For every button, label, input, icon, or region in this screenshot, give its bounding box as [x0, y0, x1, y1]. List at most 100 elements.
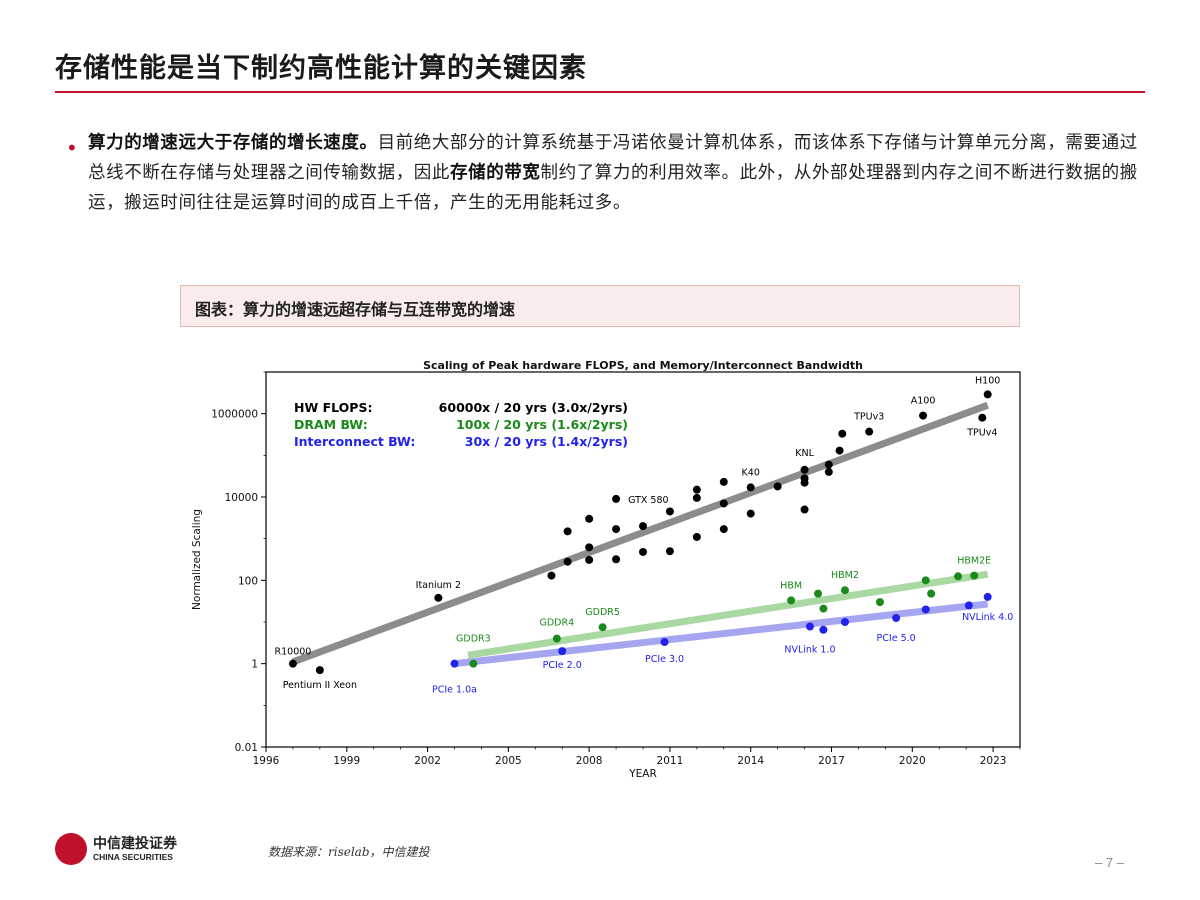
x-tick-label: 2008 [576, 755, 603, 767]
logo-name-en: CHINA SECURITIES [93, 852, 173, 862]
point-label: NVLink 1.0 [784, 644, 835, 655]
point-hw-flops [719, 499, 728, 508]
point-hw-flops [665, 507, 674, 516]
data-source: 数据来源：riselab，中信建投 [268, 845, 430, 859]
y-axis-label: Normalized Scaling [191, 509, 203, 610]
point-label: HBM [780, 580, 802, 591]
point-dram-bw [598, 623, 607, 632]
point-hw-flops [800, 505, 809, 514]
page-title: 存储性能是当下制约高性能计算的关键因素 [55, 53, 587, 84]
point-hw-flops [288, 659, 297, 668]
point-hw-flops [838, 429, 847, 438]
point-label: A100 [911, 396, 936, 407]
logo-emblem-icon [55, 833, 87, 865]
x-tick-label: 2014 [737, 755, 764, 767]
point-label: GDDR3 [456, 634, 491, 645]
point-hw-flops [585, 543, 594, 552]
x-axis-label: YEAR [628, 768, 657, 780]
point-hw-flops [692, 485, 701, 494]
point-label: PCIe 2.0 [543, 660, 582, 671]
y-tick-label: 100 [238, 575, 258, 587]
point-hw-flops [773, 482, 782, 491]
point-hw-flops [563, 527, 572, 536]
point-dram-bw [819, 604, 828, 613]
y-tick-label: 1 [251, 659, 258, 671]
y-tick-label: 10000 [225, 492, 258, 504]
bullet-text-2: 制约了算力的利用效率。此外，从外部处理器到内存之间不断进行数据的搬运，搬运时间往… [88, 163, 1138, 213]
company-logo: 中信建投证券 CHINA SECURITIES [55, 833, 195, 867]
point-interconnect-bw [660, 638, 669, 647]
point-label: PCIe 5.0 [877, 633, 916, 644]
point-dram-bw [921, 576, 930, 585]
point-dram-bw [840, 586, 849, 595]
point-label: PCIe 3.0 [645, 654, 684, 665]
x-tick-label: 2011 [657, 755, 684, 767]
plot-frame [265, 371, 1021, 748]
point-dram-bw [787, 596, 796, 605]
legend-series-rate: 100x / 20 yrs (1.6x/2yrs) [456, 417, 628, 432]
point-label: GDDR4 [540, 618, 575, 629]
point-dram-bw [469, 659, 478, 668]
page-number: – 7 – [1095, 855, 1124, 870]
point-hw-flops [563, 557, 572, 566]
point-hw-flops [983, 390, 992, 399]
trend-line-interconnect-bw [454, 600, 989, 668]
point-hw-flops [612, 525, 621, 534]
point-interconnect-bw [450, 659, 459, 668]
bullet-text-1: 目前绝大部分的计算系统基于冯诺依曼计算机体系，而该体系下存储与计算单元分离，需要… [88, 133, 1138, 183]
point-interconnect-bw [840, 618, 849, 626]
figure-caption-box: 图表：算力的增速远超存储与互连带宽的增速 [180, 285, 1020, 327]
point-hw-flops [719, 525, 728, 534]
point-interconnect-bw [921, 605, 930, 614]
point-hw-flops [612, 555, 621, 564]
point-hw-flops [639, 522, 647, 531]
point-hw-flops [692, 493, 701, 502]
point-hw-flops [692, 532, 701, 541]
point-hw-flops [835, 446, 844, 455]
point-label: Itanium 2 [416, 580, 461, 591]
point-label: TPUv4 [966, 428, 997, 439]
point-dram-bw [970, 571, 979, 580]
y-tick-label: 1000000 [211, 409, 258, 421]
point-dram-bw [875, 598, 884, 607]
point-hw-flops [824, 460, 833, 469]
legend-series-name: DRAM BW: [294, 417, 368, 432]
chart-title: Scaling of Peak hardware FLOPS, and Memo… [423, 359, 863, 372]
point-hw-flops [585, 514, 594, 523]
point-label: PCIe 1.0a [432, 685, 477, 696]
point-label: GTX 580 [628, 495, 669, 506]
point-hw-flops [665, 547, 674, 556]
point-interconnect-bw [964, 601, 973, 610]
bullet-emphasis: 存储的带宽 [450, 163, 541, 183]
y-tick-label: 0.01 [235, 742, 258, 754]
legend-series-name: HW FLOPS: [294, 400, 372, 415]
bullet-lead: 算力的增速远大于存储的增长速度。 [88, 133, 378, 153]
scaling-chart: Scaling of Peak hardware FLOPS, and Memo… [191, 359, 1021, 780]
point-label: Pentium II Xeon [283, 680, 357, 691]
point-hw-flops [547, 571, 556, 580]
point-hw-flops [800, 465, 809, 474]
x-tick-label: 2020 [899, 755, 926, 767]
point-dram-bw [552, 634, 561, 643]
point-label: GDDR5 [585, 607, 620, 618]
point-interconnect-bw [558, 647, 567, 656]
x-tick-label: 2005 [495, 755, 522, 767]
point-label: NVLink 4.0 [962, 612, 1013, 623]
point-hw-flops [746, 509, 755, 518]
legend-series-rate: 60000x / 20 yrs (3.0x/2yrs) [439, 400, 628, 415]
x-tick-label: 2017 [818, 755, 845, 767]
logo-name-cn: 中信建投证券 [93, 836, 177, 852]
x-tick-label: 2002 [414, 755, 441, 767]
x-tick-label: 2023 [980, 755, 1007, 767]
legend-series-rate: 30x / 20 yrs (1.4x/2yrs) [465, 434, 628, 449]
point-hw-flops [585, 555, 594, 564]
point-label: HBM2E [957, 556, 991, 567]
x-tick-label: 1996 [253, 755, 280, 767]
bullet-paragraph: 算力的增速远大于存储的增长速度。目前绝大部分的计算系统基于冯诺依曼计算机体系，而… [88, 128, 1138, 218]
point-label: K40 [742, 467, 760, 478]
point-dram-bw [954, 572, 963, 581]
trend-line-hw-flops [291, 401, 989, 666]
point-hw-flops [800, 474, 809, 483]
point-interconnect-bw [983, 592, 992, 601]
bullet-marker: • [66, 136, 78, 160]
